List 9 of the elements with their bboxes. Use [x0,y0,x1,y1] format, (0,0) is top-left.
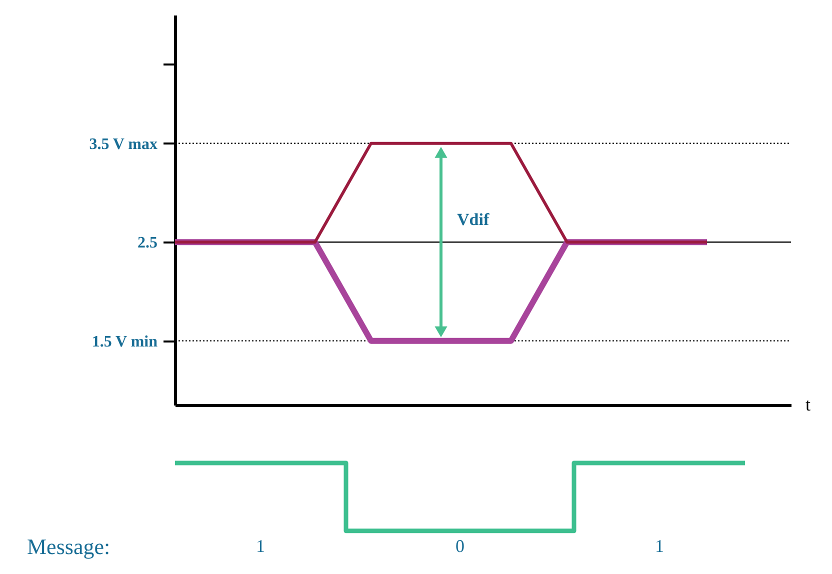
y-tick-label: 2.5 [138,234,158,252]
annotation: 1 [655,536,664,556]
y-tick-label: 3.5 V max [89,136,158,153]
x-axis-title: t [806,394,811,414]
y-tick-label: 1.5 V min [92,333,158,350]
text: Message: [27,534,110,560]
annotation: 0 [456,536,464,556]
annotation: 1 [256,536,265,556]
annotation: Vdif [457,210,490,230]
